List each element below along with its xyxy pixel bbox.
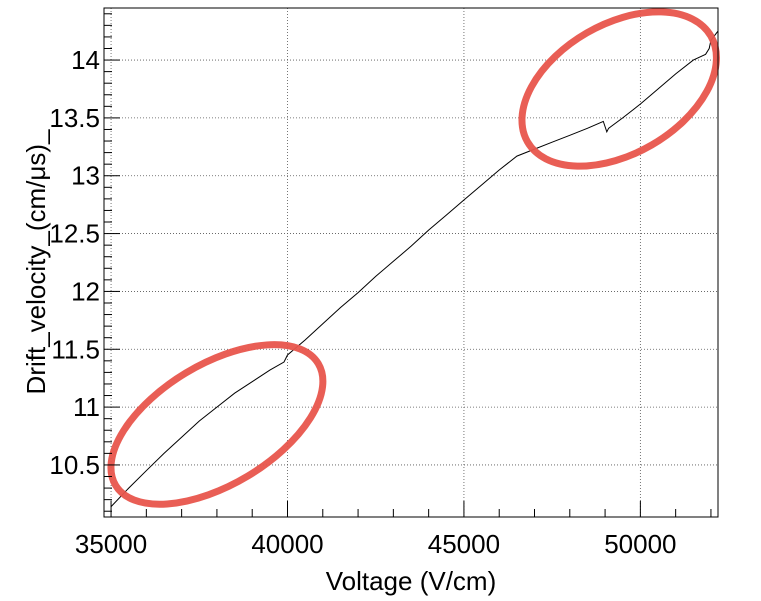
plot-frame bbox=[103, 7, 719, 518]
highlight-ellipse-1 bbox=[107, 341, 327, 508]
y-tick-label: 10.5 bbox=[49, 450, 100, 480]
y-tick-label: 11.5 bbox=[51, 334, 100, 364]
y-tick-label: 12.5 bbox=[49, 219, 100, 249]
x-tick-label: 35000 bbox=[75, 529, 147, 559]
y-tick-label: 11 bbox=[73, 392, 100, 422]
x-tick-label: 40000 bbox=[251, 529, 323, 559]
series-line bbox=[110, 30, 719, 507]
x-axis-title: Voltage (V/cm) bbox=[326, 566, 497, 596]
highlight-ellipse-2 bbox=[518, 8, 720, 170]
series-layer bbox=[110, 30, 719, 507]
y-tick-label: 13 bbox=[71, 161, 100, 191]
y-axis-title: Drift_velocity_(cm/μs)_ bbox=[21, 129, 51, 394]
x-tick-label: 45000 bbox=[428, 529, 500, 559]
tick-labels: 35000 40000 45000 50000 10.5 11 11.5 12 12.5 13 13… bbox=[49, 45, 676, 559]
y-tick-label: 12 bbox=[71, 276, 100, 306]
grid-lines bbox=[104, 8, 718, 517]
y-tick-label: 14 bbox=[71, 45, 100, 75]
annotation-layer bbox=[107, 8, 720, 508]
x-tick-label: 50000 bbox=[604, 529, 676, 559]
axis-ticks bbox=[104, 13, 712, 517]
y-tick-label: 13.5 bbox=[49, 103, 100, 133]
